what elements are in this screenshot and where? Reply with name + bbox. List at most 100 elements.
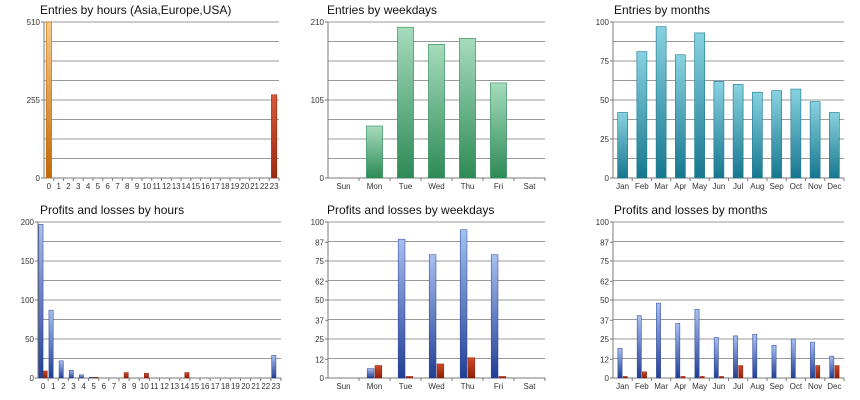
bar-23 bbox=[271, 94, 278, 179]
x-tick-label: 13 bbox=[172, 182, 181, 191]
bar-Aug bbox=[752, 91, 763, 179]
y-tick-label: 25 bbox=[315, 335, 324, 344]
x-tick-label: 2 bbox=[66, 182, 71, 191]
x-tick-label: 7 bbox=[115, 182, 120, 191]
profit-bar-5 bbox=[89, 376, 94, 379]
x-tick-label: 11 bbox=[152, 182, 161, 191]
x-tick-label: 4 bbox=[81, 382, 86, 391]
x-tick-label: 7 bbox=[112, 382, 117, 391]
y-tick-label: 50 bbox=[600, 296, 609, 305]
bar-Sep bbox=[771, 90, 782, 179]
loss-bar-Jun bbox=[719, 376, 724, 379]
loss-bar-Jan bbox=[622, 376, 628, 379]
bar-Fri bbox=[490, 82, 507, 179]
loss-bar-Nov bbox=[815, 365, 821, 379]
x-tick-label: 9 bbox=[135, 182, 140, 191]
profit-bar-0 bbox=[38, 224, 44, 379]
x-tick-label: 11 bbox=[150, 382, 159, 391]
bar-Jun bbox=[713, 80, 725, 179]
loss-bar-10 bbox=[144, 373, 149, 379]
x-tick-label: 8 bbox=[125, 182, 130, 191]
bar-Mon bbox=[366, 125, 383, 179]
x-tick-label: Mar bbox=[654, 182, 668, 191]
chart-title: Profits and losses by hours bbox=[40, 203, 184, 217]
loss-bar-14 bbox=[184, 372, 190, 379]
profit-bar-1 bbox=[48, 309, 54, 379]
bar-Nov bbox=[809, 101, 821, 179]
x-tick-label: Sun bbox=[336, 182, 350, 191]
x-tick-label: 12 bbox=[160, 382, 169, 391]
x-tick-label: Jun bbox=[712, 382, 725, 391]
y-tick-label: 100 bbox=[311, 218, 325, 227]
x-tick-label: Jul bbox=[733, 382, 743, 391]
bar-Wed bbox=[428, 43, 445, 179]
profit-bar-3 bbox=[68, 369, 74, 379]
bar-Apr bbox=[675, 54, 686, 179]
loss-bar-May bbox=[699, 376, 705, 379]
y-tick-label: 510 bbox=[27, 18, 41, 27]
chart-title: Entries by months bbox=[614, 3, 710, 17]
x-tick-label: 10 bbox=[142, 182, 151, 191]
profit-bar-2 bbox=[58, 360, 64, 379]
x-tick-label: Mar bbox=[654, 382, 668, 391]
x-tick-label: Apr bbox=[674, 382, 687, 391]
x-tick-label: 15 bbox=[191, 182, 200, 191]
x-tick-label: May bbox=[692, 182, 707, 191]
x-tick-label: Oct bbox=[790, 382, 803, 391]
x-tick-label: Tue bbox=[399, 382, 413, 391]
x-tick-label: Apr bbox=[674, 182, 687, 191]
y-tick-label: 0 bbox=[30, 374, 35, 383]
y-tick-label: 75 bbox=[600, 257, 609, 266]
y-tick-label: 50 bbox=[25, 335, 34, 344]
bar-Jul bbox=[732, 84, 744, 179]
profit-bar-Wed bbox=[428, 254, 437, 379]
x-tick-label: 1 bbox=[56, 182, 61, 191]
x-tick-label: Dec bbox=[827, 382, 841, 391]
x-tick-label: Oct bbox=[790, 182, 803, 191]
y-tick-label: 105 bbox=[311, 96, 325, 105]
x-tick-label: Mon bbox=[367, 382, 383, 391]
bar-0 bbox=[45, 21, 52, 179]
chart-title: Entries by weekdays bbox=[327, 3, 437, 17]
x-tick-label: 3 bbox=[76, 182, 81, 191]
bar-Dec bbox=[829, 112, 840, 179]
profit-bar-Jul bbox=[733, 335, 738, 379]
chart-3: Entries by months 0 25 50 75 100 Jan Feb Mar Apr M… bbox=[596, 3, 845, 191]
loss-bar-Feb bbox=[642, 371, 647, 379]
loss-bar-Wed bbox=[436, 363, 445, 379]
x-tick-label: 20 bbox=[240, 182, 249, 191]
x-tick-label: Mon bbox=[367, 182, 383, 191]
y-tick-label: 0 bbox=[605, 374, 610, 383]
x-tick-label: Feb bbox=[635, 182, 649, 191]
x-tick-label: 20 bbox=[241, 382, 250, 391]
y-tick-label: 0 bbox=[320, 374, 325, 383]
x-tick-label: Wed bbox=[428, 382, 444, 391]
profit-bar-Mar bbox=[656, 302, 661, 379]
y-tick-label: 100 bbox=[21, 296, 35, 305]
x-tick-label: 22 bbox=[260, 182, 269, 191]
x-tick-label: 8 bbox=[122, 382, 127, 391]
x-tick-label: 9 bbox=[132, 382, 137, 391]
x-tick-label: Sat bbox=[523, 382, 536, 391]
profit-bar-May bbox=[694, 309, 700, 379]
chart-2: Entries by weekdays 0 105 210 Sun Mon Tue Wed Th… bbox=[311, 3, 546, 191]
x-tick-label: 21 bbox=[250, 182, 259, 191]
chart-title: Profits and losses by weekdays bbox=[327, 203, 494, 217]
x-tick-label: 6 bbox=[102, 382, 107, 391]
x-tick-label: Jan bbox=[616, 182, 629, 191]
chart-5: Profits and losses by weekdays 0 12 25 37 50 6… bbox=[311, 203, 546, 391]
bar-Tue bbox=[397, 26, 414, 179]
x-tick-label: Sun bbox=[336, 382, 350, 391]
profit-bar-23 bbox=[271, 355, 277, 379]
x-tick-label: 5 bbox=[96, 182, 101, 191]
x-tick-label: 0 bbox=[41, 382, 46, 391]
profit-bar-Mon bbox=[366, 368, 375, 379]
x-tick-label: 4 bbox=[86, 182, 91, 191]
x-tick-label: 14 bbox=[180, 382, 189, 391]
x-tick-label: 12 bbox=[162, 182, 171, 191]
loss-bar-Apr bbox=[680, 376, 686, 379]
y-tick-label: 0 bbox=[320, 174, 325, 183]
y-tick-label: 25 bbox=[600, 135, 609, 144]
x-tick-label: Sep bbox=[770, 382, 785, 391]
